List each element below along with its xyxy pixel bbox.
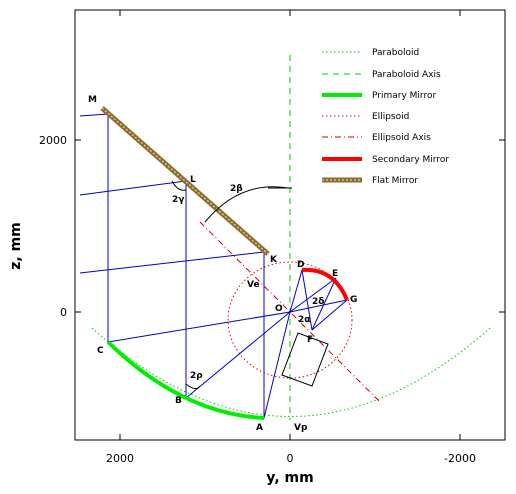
- y-tick-label-0: 0: [60, 306, 67, 319]
- y-axis-label: z, mm: [8, 222, 24, 270]
- label-point-c: C: [97, 346, 104, 356]
- angle-arc-2rho: [185, 383, 201, 390]
- x-tick-label-minus2000: -2000: [444, 452, 476, 465]
- label-point-b: B: [175, 396, 182, 406]
- x-tick-label-0: 0: [287, 452, 294, 465]
- label-angle-2beta: 2β: [230, 184, 243, 194]
- legend: Paraboloid Paraboloid Axis Primary Mirro…: [322, 48, 449, 186]
- label-point-l: L: [190, 175, 196, 185]
- angle-arc-2beta: [204, 186, 289, 223]
- y-tick-label-2000: 2000: [39, 134, 67, 147]
- legend-label-ellipsoid: Ellipsoid: [372, 112, 409, 122]
- legend-label-primary-mirror: Primary Mirror: [372, 91, 436, 101]
- flat-mirror-hatching: [101, 107, 269, 255]
- paraboloid-curve: [91, 327, 491, 417]
- ellipsoid-axis-line: [199, 221, 381, 403]
- legend-label-flat-mirror: Flat Mirror: [372, 176, 418, 186]
- label-angle-2alpha: 2α: [298, 315, 310, 325]
- label-point-e: E: [332, 269, 338, 279]
- label-point-g: G: [350, 295, 357, 305]
- ray-paths: [79, 113, 348, 419]
- label-point-a: A: [256, 423, 263, 433]
- legend-label-secondary-mirror: Secondary Mirror: [372, 155, 449, 165]
- label-point-d: D: [297, 260, 304, 270]
- label-angle-2delta: 2δ: [312, 297, 324, 307]
- secondary-mirror: [301, 267, 349, 301]
- label-angle-2rho: 2ρ: [190, 371, 203, 381]
- x-tick-label-2000: 2000: [106, 452, 134, 465]
- label-point-vp: Vp: [294, 423, 308, 433]
- ellipsoid-curve: [227, 261, 353, 379]
- label-angle-2gamma: 2γ: [172, 195, 184, 205]
- primary-mirror: [106, 340, 265, 420]
- axis-ticks: [75, 10, 505, 440]
- x-axis-label: y, mm: [266, 470, 313, 486]
- label-point-o: O: [275, 304, 283, 314]
- label-point-m: M: [88, 95, 97, 105]
- label-point-k: K: [270, 255, 278, 265]
- detector-box: [281, 332, 329, 387]
- legend-label-ellipsoid-axis: Ellipsoid Axis: [372, 133, 431, 143]
- legend-label-paraboloid: Paraboloid: [372, 48, 419, 58]
- angle-arc-2gamma: [171, 180, 187, 191]
- legend-label-paraboloid-axis: Paraboloid Axis: [372, 70, 441, 80]
- label-point-f: F: [307, 335, 313, 345]
- label-point-ve: Ve: [247, 280, 260, 290]
